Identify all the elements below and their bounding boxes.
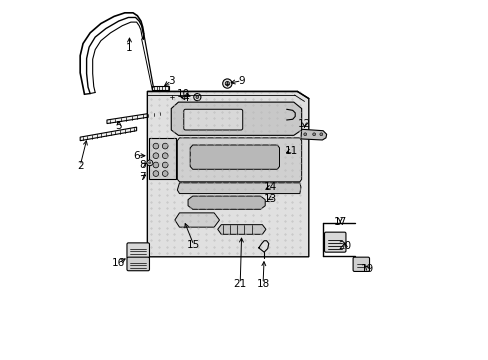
Ellipse shape bbox=[353, 260, 361, 265]
Circle shape bbox=[193, 94, 201, 101]
Text: 8: 8 bbox=[139, 160, 146, 170]
Polygon shape bbox=[147, 91, 308, 257]
Text: 17: 17 bbox=[333, 217, 346, 227]
Polygon shape bbox=[171, 102, 301, 135]
Polygon shape bbox=[177, 183, 300, 194]
Text: 12: 12 bbox=[297, 118, 310, 129]
Polygon shape bbox=[152, 86, 169, 90]
Polygon shape bbox=[107, 111, 162, 123]
Circle shape bbox=[162, 171, 168, 176]
Text: 3: 3 bbox=[167, 76, 174, 86]
Circle shape bbox=[170, 95, 174, 99]
Text: 16: 16 bbox=[112, 258, 125, 268]
Text: 15: 15 bbox=[187, 240, 200, 250]
Circle shape bbox=[153, 143, 159, 149]
Circle shape bbox=[225, 81, 229, 86]
Text: 11: 11 bbox=[284, 146, 297, 156]
Text: 7: 7 bbox=[139, 172, 146, 182]
Text: 1: 1 bbox=[126, 43, 133, 53]
Text: 9: 9 bbox=[238, 76, 244, 86]
Text: 6: 6 bbox=[133, 151, 140, 161]
Circle shape bbox=[303, 133, 306, 136]
Text: 2: 2 bbox=[77, 161, 83, 171]
Circle shape bbox=[147, 160, 152, 166]
Polygon shape bbox=[177, 138, 301, 182]
Polygon shape bbox=[190, 145, 279, 169]
Text: 21: 21 bbox=[233, 279, 246, 289]
Text: 18: 18 bbox=[256, 279, 269, 289]
Circle shape bbox=[222, 79, 231, 88]
Circle shape bbox=[162, 153, 168, 158]
Polygon shape bbox=[300, 129, 326, 140]
Polygon shape bbox=[80, 127, 136, 141]
Circle shape bbox=[270, 148, 283, 161]
Text: 20: 20 bbox=[338, 241, 351, 251]
Circle shape bbox=[196, 96, 198, 99]
FancyBboxPatch shape bbox=[352, 257, 369, 271]
Circle shape bbox=[272, 151, 280, 158]
Circle shape bbox=[162, 143, 168, 149]
Circle shape bbox=[153, 171, 159, 176]
Circle shape bbox=[148, 162, 151, 164]
Circle shape bbox=[312, 133, 315, 136]
FancyBboxPatch shape bbox=[324, 232, 345, 252]
Circle shape bbox=[167, 93, 177, 102]
Polygon shape bbox=[175, 213, 219, 227]
Polygon shape bbox=[217, 225, 265, 234]
Circle shape bbox=[162, 162, 168, 168]
Polygon shape bbox=[148, 138, 176, 179]
Text: 14: 14 bbox=[263, 182, 276, 192]
Circle shape bbox=[153, 153, 159, 158]
FancyBboxPatch shape bbox=[183, 109, 242, 130]
Text: 19: 19 bbox=[360, 264, 374, 274]
FancyBboxPatch shape bbox=[127, 257, 149, 271]
Circle shape bbox=[319, 133, 322, 136]
Text: 13: 13 bbox=[263, 194, 276, 203]
Text: 4: 4 bbox=[182, 93, 188, 103]
FancyBboxPatch shape bbox=[127, 243, 149, 258]
Circle shape bbox=[153, 162, 159, 168]
Polygon shape bbox=[188, 196, 264, 209]
Text: 5: 5 bbox=[115, 121, 122, 131]
Text: 10: 10 bbox=[176, 89, 189, 99]
